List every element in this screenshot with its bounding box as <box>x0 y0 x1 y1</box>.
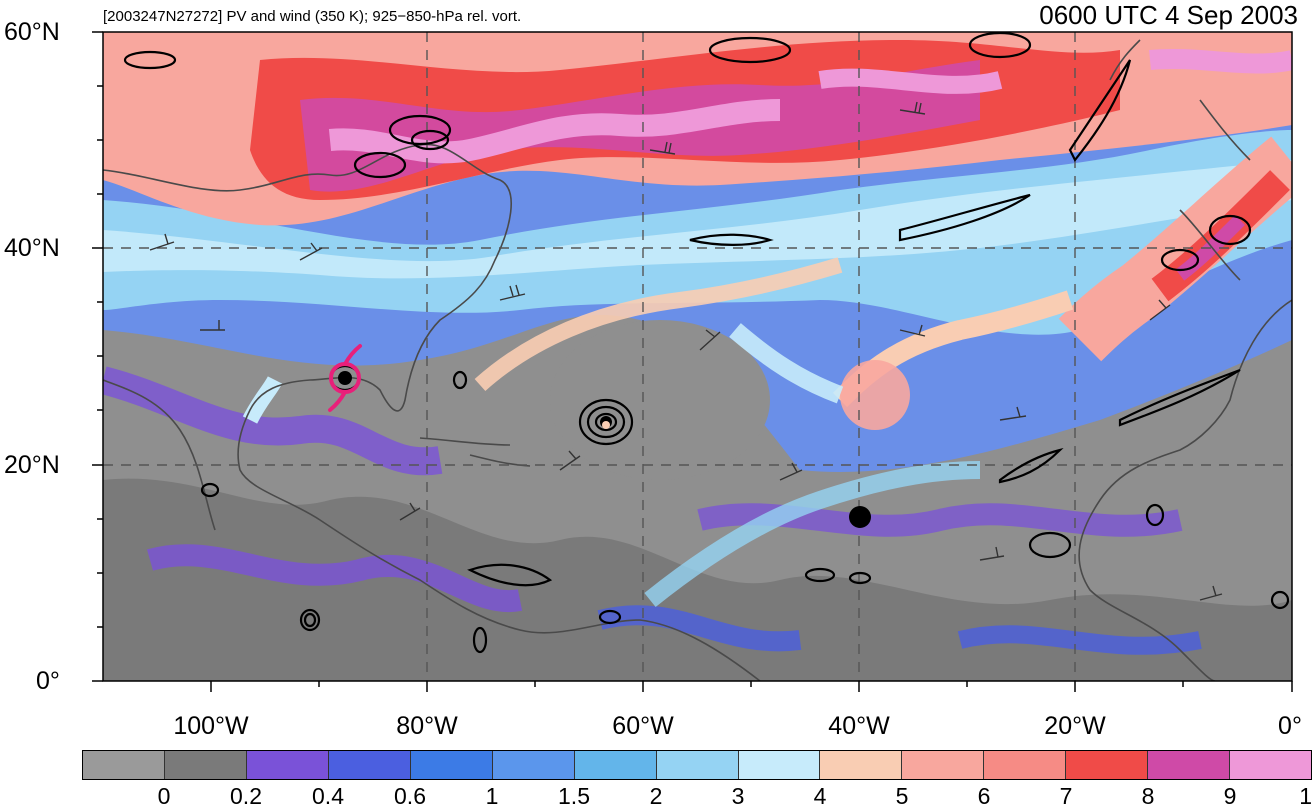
valid-time: 0600 UTC 4 Sep 2003 <box>1039 0 1298 30</box>
colorbar-swatch <box>902 751 985 779</box>
plot-title: [2003247N27272] PV and wind (350 K); 925… <box>103 8 522 25</box>
graticule <box>103 32 1292 681</box>
colorbar-swatch <box>492 751 575 779</box>
colorbar <box>82 750 1312 780</box>
colorbar-swatch <box>738 751 821 779</box>
colorbar-tick-label: 5 <box>895 783 909 809</box>
axis-ticks <box>92 31 1293 692</box>
lon-label-100w: 100°W <box>173 712 249 740</box>
colorbar-swatch <box>246 751 329 779</box>
lon-label-40w: 40°W <box>828 712 890 740</box>
colorbar-swatch <box>1230 751 1312 779</box>
colorbar-tick-label: 0.2 <box>230 783 262 809</box>
lon-label-60w: 60°W <box>612 712 674 740</box>
pv-field <box>103 32 1292 681</box>
lon-label-80w: 80°W <box>396 712 458 740</box>
colorbar-tick-label: 6 <box>977 783 991 809</box>
colorbar-swatch <box>164 751 247 779</box>
lat-label-60n: 60°N <box>4 18 60 46</box>
colorbar-tick-label: 8 <box>1141 783 1155 809</box>
colorbar-tick-label: 0.6 <box>394 783 426 809</box>
colorbar-tick-label: 2 <box>649 783 663 809</box>
colorbar-swatch <box>820 751 903 779</box>
colorbar-swatch <box>1148 751 1231 779</box>
colorbar-tick-label: 0 <box>157 783 171 809</box>
coastlines <box>103 39 1292 681</box>
colorbar-swatch <box>656 751 739 779</box>
colorbar-tick-label: 1.5 <box>558 783 590 809</box>
map-panel <box>92 31 1293 692</box>
pv-anticyclone <box>550 320 770 480</box>
colorbar-tick-label: 9 <box>1223 783 1237 809</box>
colorbar-tick-label: 1 <box>485 783 499 809</box>
colorbar-tick-label: 4 <box>813 783 827 809</box>
wind-barbs <box>149 101 1223 601</box>
colorbar-tick-label: 3 <box>731 783 745 809</box>
colorbar-swatch <box>984 751 1067 779</box>
colorbar-swatch <box>574 751 657 779</box>
lon-label-0: 0° <box>1278 712 1302 740</box>
colorbar-tick-label: 0.4 <box>312 783 344 809</box>
colorbar-tick-label: 10 <box>1299 783 1312 809</box>
lat-label-0: 0° <box>36 667 60 695</box>
colorbar-swatch <box>1066 751 1149 779</box>
colorbar-swatch <box>328 751 411 779</box>
lat-label-40n: 40°N <box>4 234 60 262</box>
lat-label-20n: 20°N <box>4 451 60 479</box>
vorticity-contours <box>123 32 1290 654</box>
colorbar-tick-label: 7 <box>1059 783 1073 809</box>
tropical-storm-symbol <box>328 344 362 412</box>
colorbar-swatch <box>83 751 165 779</box>
colorbar-swatch <box>410 751 493 779</box>
lon-label-20w: 20°W <box>1044 712 1106 740</box>
